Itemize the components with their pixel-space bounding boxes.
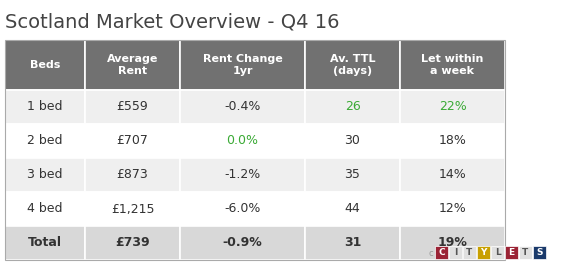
Bar [85, 192, 180, 226]
Text: T: T [523, 248, 529, 257]
Text: 0.0%: 0.0% [227, 135, 259, 147]
Bar [85, 124, 180, 158]
Text: 31: 31 [344, 236, 361, 250]
Bar [305, 226, 400, 260]
Text: S: S [536, 248, 543, 257]
Bar [305, 158, 400, 192]
Bar [180, 192, 305, 226]
Text: 12%: 12% [438, 203, 466, 215]
Bar [85, 226, 180, 260]
Text: 35: 35 [345, 169, 360, 181]
Bar [85, 158, 180, 192]
Text: Beds: Beds [30, 60, 60, 70]
Bar [400, 226, 505, 260]
Text: c: c [429, 250, 433, 259]
Bar [305, 192, 400, 226]
Text: Rent Change
1yr: Rent Change 1yr [203, 54, 282, 76]
Bar [85, 40, 180, 90]
Bar [180, 90, 305, 124]
Bar [5, 90, 85, 124]
Text: 18%: 18% [438, 135, 467, 147]
Bar [400, 90, 505, 124]
Text: Y: Y [480, 248, 486, 257]
Bar [180, 158, 305, 192]
Text: 1 bed: 1 bed [27, 100, 63, 114]
Bar [5, 226, 85, 260]
Bar [5, 192, 85, 226]
Bar [533, 246, 546, 259]
Bar [505, 246, 518, 259]
Bar [400, 158, 505, 192]
Text: 4 bed: 4 bed [27, 203, 63, 215]
Text: 19%: 19% [437, 236, 467, 250]
Bar [180, 40, 305, 90]
Text: -1.2%: -1.2% [224, 169, 260, 181]
Bar [449, 246, 462, 259]
Text: Scotland Market Overview - Q4 16: Scotland Market Overview - Q4 16 [5, 13, 340, 32]
Text: Average
Rent: Average Rent [107, 54, 158, 76]
Text: Total: Total [28, 236, 62, 250]
Bar [180, 124, 305, 158]
Text: -6.0%: -6.0% [224, 203, 260, 215]
Text: -0.9%: -0.9% [223, 236, 262, 250]
Text: Av. TTL
(days): Av. TTL (days) [330, 54, 375, 76]
Bar [435, 246, 448, 259]
Bar [85, 90, 180, 124]
Bar [519, 246, 532, 259]
Bar [5, 40, 505, 260]
Bar [463, 246, 476, 259]
Text: C: C [438, 248, 445, 257]
Text: £707: £707 [116, 135, 149, 147]
Bar [5, 124, 85, 158]
Bar [400, 124, 505, 158]
Text: £873: £873 [116, 169, 149, 181]
Text: 26: 26 [345, 100, 360, 114]
Bar [305, 90, 400, 124]
Text: E: E [508, 248, 515, 257]
Text: L: L [494, 248, 501, 257]
Bar [305, 124, 400, 158]
Bar [305, 40, 400, 90]
Text: 14%: 14% [438, 169, 466, 181]
Text: 2 bed: 2 bed [27, 135, 63, 147]
Text: 3 bed: 3 bed [27, 169, 63, 181]
Text: Let within
a week: Let within a week [421, 54, 484, 76]
Text: 22%: 22% [438, 100, 466, 114]
Bar [5, 40, 85, 90]
Text: I: I [454, 248, 457, 257]
Text: £559: £559 [116, 100, 149, 114]
Bar [491, 246, 504, 259]
Text: T: T [466, 248, 473, 257]
Text: £739: £739 [115, 236, 150, 250]
Bar [5, 158, 85, 192]
Bar [400, 40, 505, 90]
Text: £1,215: £1,215 [111, 203, 154, 215]
Bar [400, 192, 505, 226]
Text: 44: 44 [345, 203, 360, 215]
Bar [180, 226, 305, 260]
Bar [477, 246, 490, 259]
Text: -0.4%: -0.4% [224, 100, 260, 114]
Text: 30: 30 [345, 135, 360, 147]
